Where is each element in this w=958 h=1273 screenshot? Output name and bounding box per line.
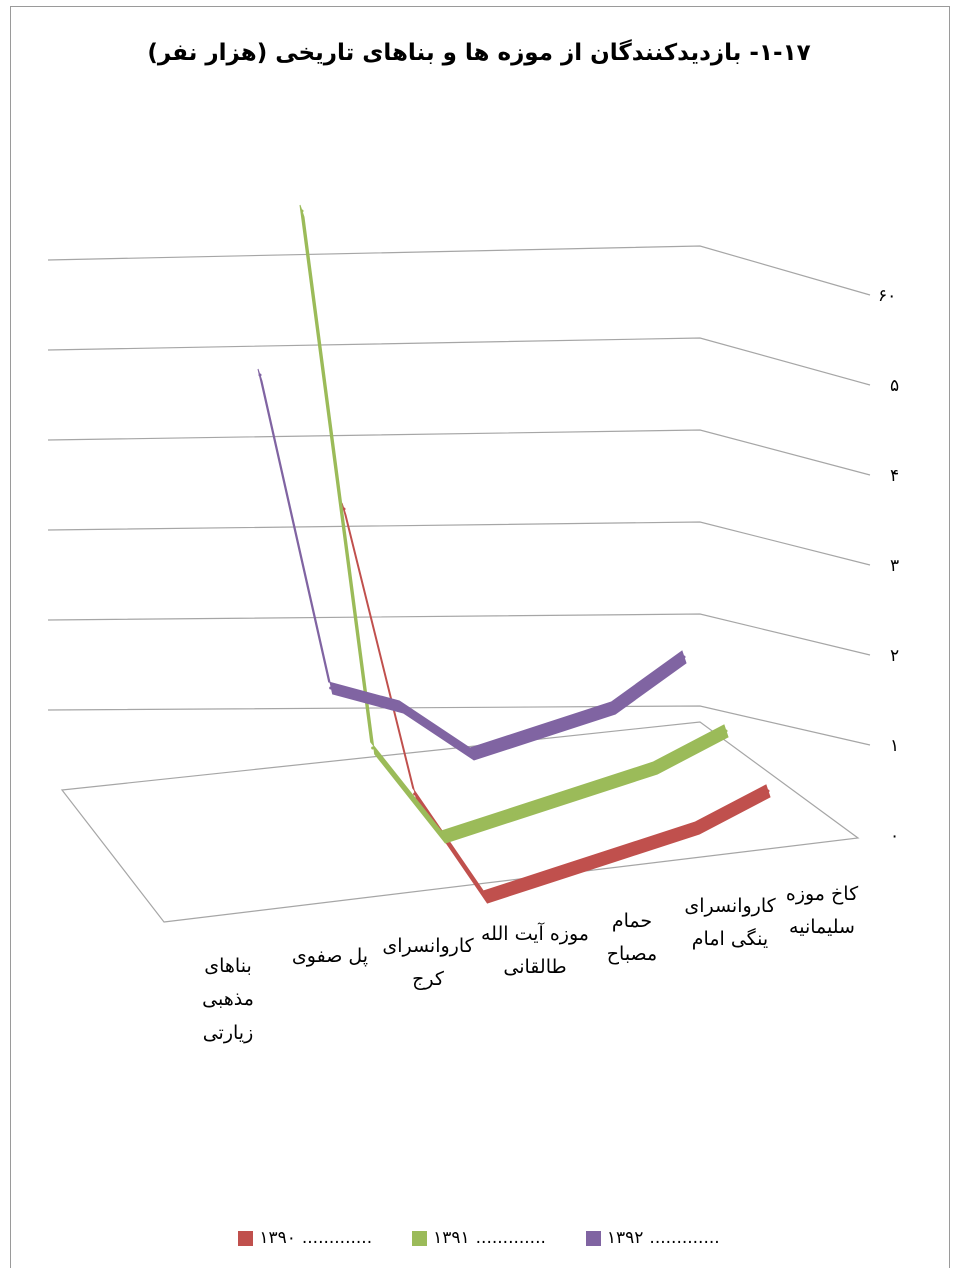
series-2-point-1 (300, 209, 304, 213)
legend-swatch (238, 1230, 254, 1246)
legend-swatch (585, 1230, 601, 1246)
series-ribbon-2 (299, 204, 729, 844)
legend-swatch (412, 1230, 428, 1246)
y-tick-label: ۱ (890, 736, 900, 756)
y-tick-label: ۳ (890, 556, 900, 576)
series-1-point-6 (695, 826, 699, 830)
y-tick-label: ۵ (890, 376, 900, 396)
series-ribbon-3 (257, 368, 687, 761)
x-category-label: کاخ موزه سلیمانیه (785, 883, 859, 939)
series-2-point-5 (583, 789, 587, 793)
x-category-label: کاروانسرای کرج (382, 935, 474, 991)
legend-label: ۱۳۹۰ (259, 1228, 296, 1248)
series-2-point-4 (512, 812, 516, 816)
legend-item: ۱۳۹۱............. (412, 1228, 546, 1248)
grid-layer (47, 245, 871, 923)
series-3-point-2 (329, 686, 333, 690)
legend-item: ۱۳۹۰............. (238, 1228, 372, 1248)
series-2-point-2 (371, 746, 375, 750)
series-1-point-7 (766, 789, 770, 793)
x-category-label: موزه آیت الله طالقانی (481, 923, 589, 979)
legend-item: ۱۳۹۲............. (585, 1228, 720, 1248)
series-3-point-4 (470, 752, 474, 756)
series-3-point-3 (399, 705, 403, 709)
series-3-point-6 (611, 706, 615, 710)
series-3-point-5 (541, 729, 545, 733)
legend-dots: ............. (475, 1228, 546, 1248)
series-2-point-3 (441, 835, 445, 839)
legend-label: ۱۳۹۲ (606, 1228, 644, 1248)
series-2-point-7 (724, 729, 728, 733)
chart-title: ۱-۱۷- بازدیدکنندگان از موزه ها و بناهای … (147, 40, 811, 66)
legend-dots: ............. (649, 1228, 720, 1248)
gridline-1 (47, 705, 871, 746)
series-1-point-5 (625, 849, 629, 853)
gridline-2 (47, 613, 871, 656)
legend: ۱۳۹۰............. ۱۳۹۱............. ۱۳۹۲..… (0, 1228, 958, 1248)
series-3-point-1 (258, 373, 262, 377)
y-tick-label: ۶۰ (878, 286, 897, 306)
series-1-point-2 (413, 792, 417, 796)
gridline-6 (47, 245, 871, 296)
x-category-label: بناهای مذهبی زیارتی (202, 955, 254, 1044)
gridline-3 (47, 521, 871, 566)
legend-dots: ............. (301, 1228, 373, 1248)
x-category-label: کاروانسرای ینگی امام (684, 895, 776, 951)
x-category-label: پل صفوی (291, 945, 369, 967)
series-3-point-7 (682, 655, 686, 659)
x-category-label: حمام مصباح (606, 910, 658, 966)
gridline-5 (47, 337, 871, 386)
series-1-point-1 (342, 507, 346, 511)
chart-floor (60, 721, 860, 923)
legend-label: ۱۳۹۱ (433, 1228, 470, 1248)
y-tick-label: ۰ (890, 826, 900, 846)
series-ribbon-1 (341, 502, 771, 904)
series-1-point-3 (483, 895, 487, 899)
gridline-4 (47, 429, 871, 476)
series-layer (257, 204, 771, 904)
series-2-point-6 (653, 766, 657, 770)
y-tick-label: ۴ (890, 466, 900, 486)
chart-frame (10, 6, 950, 1268)
y-tick-label: ۲ (890, 646, 900, 666)
series-1-point-4 (554, 872, 558, 876)
